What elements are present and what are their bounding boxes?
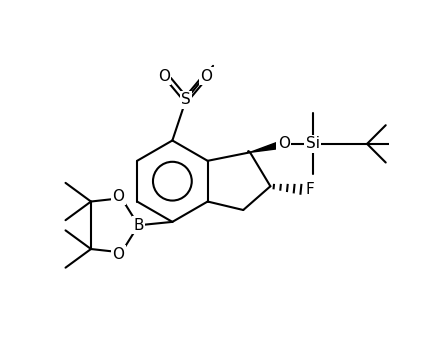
Text: O: O [277, 136, 289, 152]
Text: Si: Si [305, 136, 319, 152]
Text: F: F [304, 182, 313, 197]
Text: B: B [133, 218, 143, 233]
Text: O: O [200, 68, 212, 83]
Polygon shape [250, 140, 283, 152]
Text: O: O [158, 68, 170, 83]
Text: S: S [180, 92, 191, 107]
Text: O: O [112, 247, 124, 262]
Text: O: O [112, 189, 124, 204]
